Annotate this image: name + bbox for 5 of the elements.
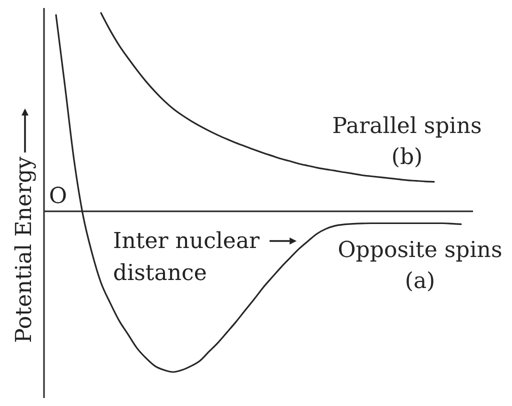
y-axis-title: Potential Energy xyxy=(12,156,37,343)
x-axis-title: Inter nuclear distance xyxy=(113,229,260,286)
series-label: Parallel spins (b) xyxy=(332,114,482,170)
annotation: O xyxy=(49,184,68,209)
legend-label: Opposite spins (a) xyxy=(338,238,502,294)
